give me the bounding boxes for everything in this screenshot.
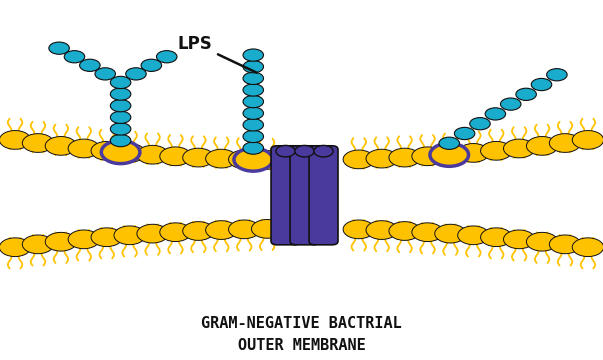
Circle shape (243, 60, 264, 73)
Circle shape (531, 78, 552, 91)
Circle shape (0, 131, 31, 149)
Circle shape (526, 136, 558, 155)
Circle shape (435, 145, 466, 164)
Circle shape (546, 69, 567, 81)
Circle shape (160, 223, 191, 242)
Circle shape (439, 137, 459, 149)
Circle shape (412, 223, 443, 242)
Circle shape (412, 147, 443, 166)
Circle shape (485, 108, 505, 120)
Circle shape (110, 76, 131, 89)
Circle shape (183, 222, 214, 240)
Circle shape (101, 141, 140, 164)
Circle shape (114, 144, 145, 162)
Circle shape (110, 100, 131, 112)
Circle shape (206, 149, 237, 168)
Circle shape (110, 135, 131, 147)
Circle shape (458, 226, 489, 245)
Circle shape (45, 136, 77, 155)
Circle shape (243, 49, 264, 61)
Circle shape (243, 72, 264, 85)
Circle shape (572, 131, 603, 149)
Circle shape (366, 221, 397, 239)
Circle shape (470, 118, 490, 130)
Circle shape (80, 59, 100, 71)
Circle shape (0, 238, 31, 257)
Text: LPS: LPS (178, 35, 257, 73)
Text: OUTER MEMBRANE: OUTER MEMBRANE (238, 338, 365, 353)
Circle shape (22, 134, 54, 152)
Circle shape (549, 134, 581, 152)
Circle shape (91, 228, 122, 247)
Circle shape (366, 149, 397, 168)
Circle shape (389, 148, 420, 167)
Circle shape (45, 232, 77, 251)
Circle shape (295, 145, 314, 157)
Circle shape (516, 88, 536, 100)
Circle shape (110, 88, 131, 100)
Circle shape (481, 228, 512, 247)
Circle shape (430, 143, 469, 166)
Circle shape (572, 238, 603, 257)
Circle shape (183, 148, 214, 167)
Circle shape (22, 235, 54, 254)
Circle shape (229, 150, 260, 169)
Circle shape (137, 224, 168, 243)
Circle shape (114, 226, 145, 245)
Circle shape (314, 145, 333, 157)
Circle shape (458, 144, 489, 162)
Circle shape (504, 230, 535, 249)
Circle shape (454, 127, 475, 140)
Circle shape (91, 141, 122, 160)
Circle shape (110, 123, 131, 135)
Circle shape (389, 222, 420, 240)
Circle shape (160, 147, 191, 166)
Circle shape (206, 221, 237, 239)
Circle shape (243, 142, 264, 154)
Circle shape (229, 220, 260, 239)
FancyBboxPatch shape (290, 146, 319, 245)
Circle shape (549, 235, 581, 254)
Circle shape (141, 59, 162, 71)
Circle shape (500, 98, 521, 110)
Circle shape (251, 150, 283, 169)
FancyBboxPatch shape (271, 146, 300, 245)
Circle shape (243, 107, 264, 120)
Circle shape (68, 230, 99, 249)
Circle shape (526, 232, 558, 251)
Circle shape (251, 220, 283, 238)
Circle shape (95, 68, 116, 80)
Circle shape (64, 51, 84, 63)
Circle shape (110, 111, 131, 123)
Circle shape (243, 95, 264, 108)
Circle shape (435, 224, 466, 243)
Circle shape (343, 150, 374, 169)
Circle shape (243, 130, 264, 143)
Circle shape (481, 141, 512, 160)
Circle shape (125, 68, 146, 80)
Circle shape (243, 119, 264, 131)
Circle shape (234, 148, 273, 171)
FancyBboxPatch shape (309, 146, 338, 245)
Circle shape (243, 84, 264, 96)
Circle shape (156, 51, 177, 63)
Text: GRAM-NEGATIVE BACTRIAL: GRAM-NEGATIVE BACTRIAL (201, 316, 402, 332)
Circle shape (49, 42, 69, 54)
Circle shape (343, 220, 374, 239)
Circle shape (504, 139, 535, 158)
Circle shape (137, 145, 168, 164)
Circle shape (68, 139, 99, 158)
Circle shape (276, 145, 295, 157)
